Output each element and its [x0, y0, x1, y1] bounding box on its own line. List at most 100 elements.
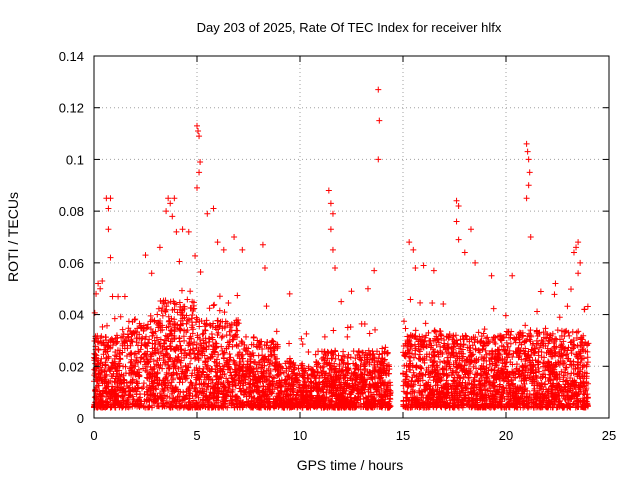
data-point [120, 331, 127, 338]
data-point [449, 382, 456, 389]
data-point [422, 387, 429, 394]
data-point [407, 354, 414, 361]
data-point [518, 341, 525, 348]
data-point [483, 374, 490, 381]
data-point [585, 340, 592, 347]
data-point [187, 360, 194, 367]
data-point [290, 367, 297, 374]
data-point [103, 371, 110, 378]
data-point [417, 299, 424, 306]
data-point [490, 305, 497, 312]
data-point [568, 396, 575, 403]
data-point [344, 369, 351, 376]
data-point [533, 374, 540, 381]
data-point [378, 370, 385, 377]
data-point [189, 311, 196, 318]
chart-title: Day 203 of 2025, Rate Of TEC Index for r… [197, 20, 502, 35]
data-point [449, 350, 456, 357]
data-point [228, 321, 235, 328]
data-point [293, 392, 300, 399]
data-point [435, 339, 442, 346]
data-point [95, 346, 102, 353]
data-point [140, 365, 147, 372]
data-point [202, 339, 209, 346]
data-point [226, 350, 233, 357]
data-point [411, 341, 418, 348]
data-point [125, 333, 132, 340]
data-point [226, 364, 233, 371]
data-point [216, 375, 223, 382]
data-point [171, 357, 178, 364]
data-point [243, 386, 250, 393]
data-point [549, 330, 556, 337]
data-point [225, 300, 232, 307]
data-point [187, 379, 194, 386]
data-point [460, 353, 467, 360]
data-point [432, 328, 439, 335]
data-point [566, 332, 573, 339]
data-point [556, 336, 563, 343]
data-point [222, 318, 229, 325]
data-point [358, 357, 365, 364]
data-point [113, 368, 120, 375]
data-point [226, 356, 233, 363]
data-point [450, 333, 457, 340]
data-point [350, 348, 357, 355]
data-point [159, 312, 166, 319]
data-point [401, 318, 408, 325]
data-point [191, 367, 198, 374]
data-point [548, 368, 555, 375]
data-point [230, 401, 237, 408]
data-point [429, 299, 436, 306]
data-point [356, 353, 363, 360]
data-point [148, 378, 155, 385]
data-point [449, 336, 456, 343]
data-point [212, 324, 219, 331]
data-point [178, 287, 185, 294]
data-point [522, 322, 529, 329]
data-point [148, 353, 155, 360]
data-point [315, 388, 322, 395]
data-point [163, 324, 170, 331]
data-point [136, 331, 143, 338]
data-point [502, 312, 509, 319]
data-point [147, 312, 154, 319]
data-point [303, 330, 310, 337]
data-point [372, 326, 379, 333]
data-point [211, 301, 218, 308]
data-point [562, 369, 569, 376]
data-point [117, 355, 124, 362]
data-point [233, 342, 240, 349]
data-point [178, 364, 185, 371]
data-point [144, 368, 151, 375]
data-point [217, 318, 224, 325]
data-point [522, 358, 529, 365]
data-point [376, 351, 383, 358]
data-point [486, 378, 493, 385]
data-point [344, 354, 351, 361]
data-point [299, 341, 306, 348]
data-point [558, 327, 565, 334]
data-point [556, 351, 563, 358]
data-point [584, 348, 591, 355]
data-point [116, 367, 123, 374]
data-point [177, 326, 184, 333]
data-point [243, 333, 250, 340]
data-point [180, 333, 187, 340]
data-point [122, 363, 129, 370]
data-point [340, 360, 347, 367]
data-point [159, 365, 166, 372]
data-point [454, 403, 461, 410]
data-point [433, 362, 440, 369]
data-point [230, 357, 237, 364]
data-point [159, 347, 166, 354]
data-point [565, 344, 572, 351]
data-point [526, 391, 533, 398]
data-point [231, 404, 238, 411]
data-point [197, 269, 204, 276]
data-point [172, 364, 179, 371]
data-point [164, 351, 171, 358]
data-point [435, 336, 442, 343]
data-point [273, 328, 280, 335]
data-point [344, 381, 351, 388]
